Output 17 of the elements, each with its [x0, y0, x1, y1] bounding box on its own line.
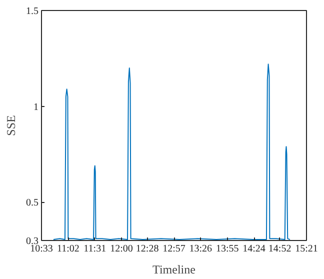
x-tick-label: 11:02	[56, 244, 80, 254]
x-axis-title: Timeline	[152, 262, 196, 276]
x-tick-label: 13:55	[216, 244, 239, 254]
x-tick-label: 10:33	[30, 244, 53, 254]
y-tick-label: 1.5	[26, 6, 38, 17]
x-tick-label: 15:21	[295, 244, 318, 254]
line-series	[52, 64, 290, 240]
x-tick-label: 14:24	[242, 244, 266, 254]
y-tick-label: 1	[34, 102, 38, 113]
x-tick-label: 14:52	[268, 244, 292, 254]
y-tick-label: 0.5	[26, 198, 38, 209]
x-tick-label: 11:31	[84, 244, 106, 254]
x-tick-label: 13:26	[189, 244, 212, 254]
x-tick-label: 12:00	[110, 244, 133, 254]
x-tick-label: 12:57	[162, 244, 186, 254]
y-axis-title: SSE	[4, 115, 18, 136]
x-tick-label: 12:28	[136, 244, 159, 254]
